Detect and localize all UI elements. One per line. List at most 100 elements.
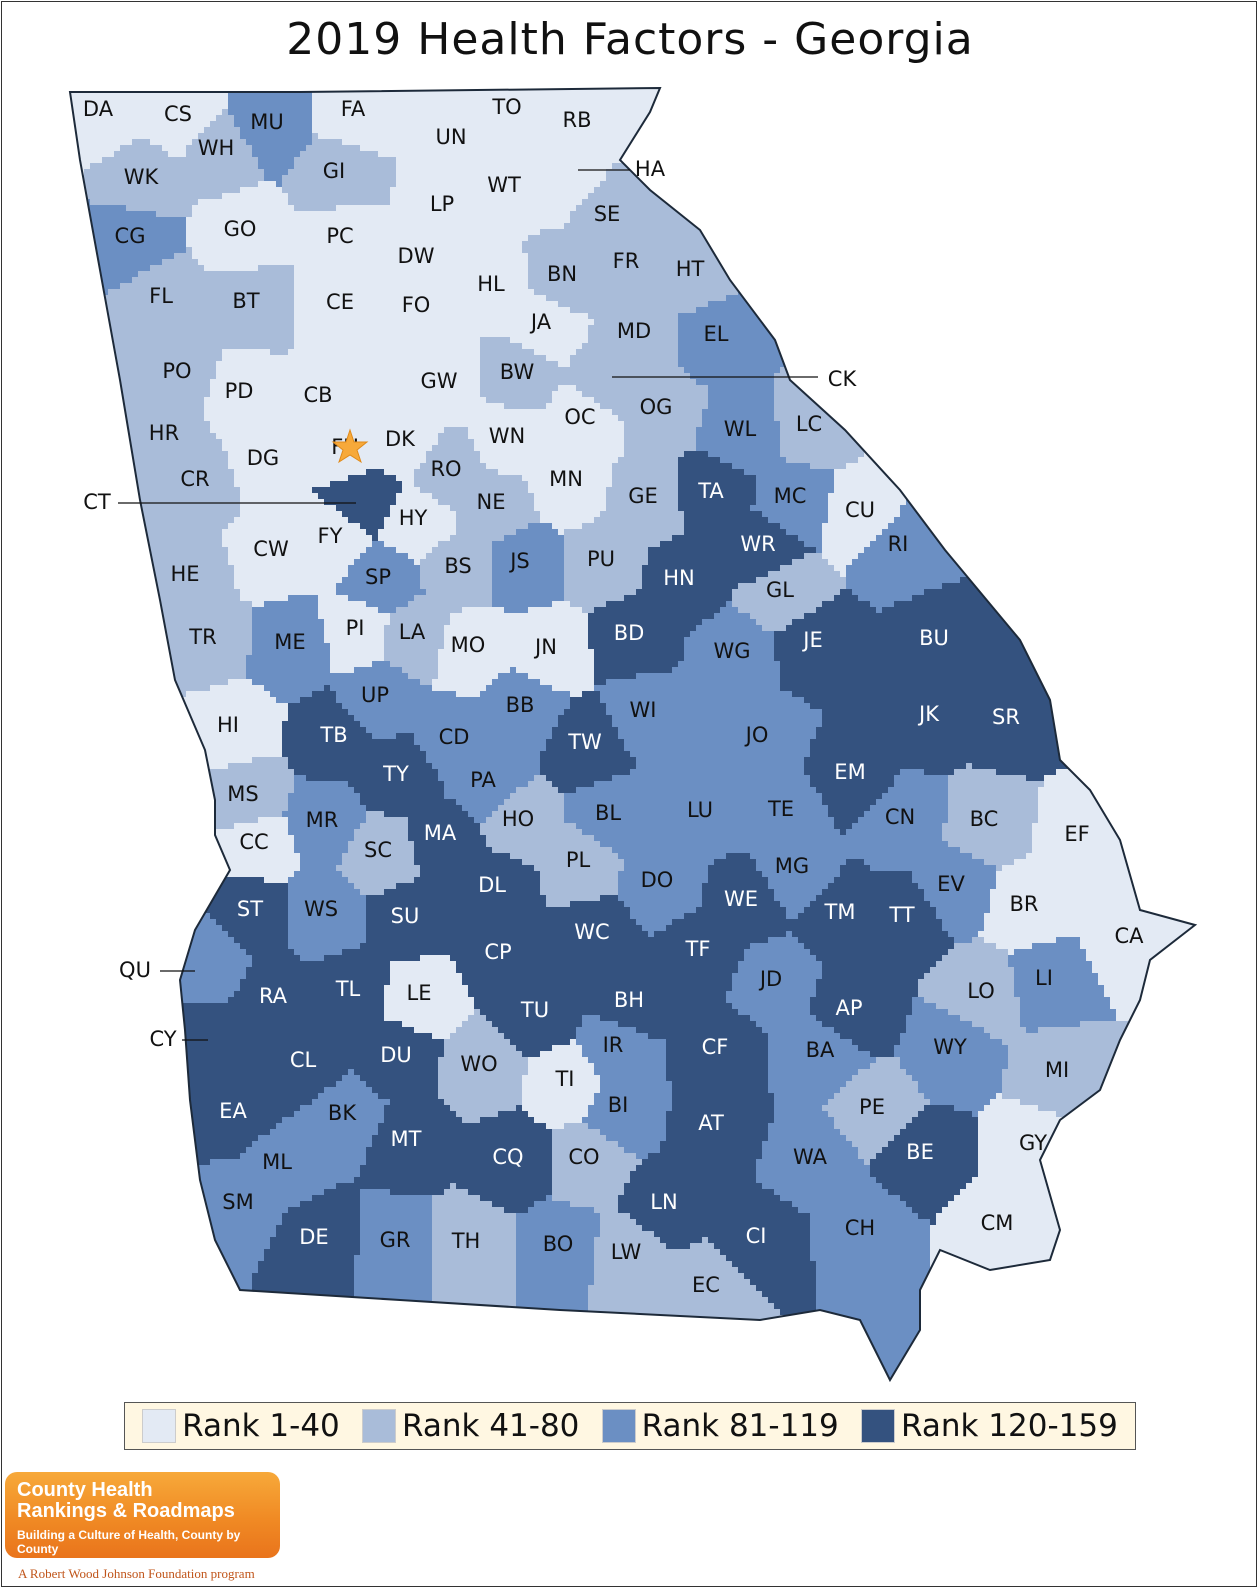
county-label-lc[interactable]: LC xyxy=(796,412,822,436)
county-label-bs[interactable]: BS xyxy=(444,554,471,578)
county-label-gw[interactable]: GW xyxy=(420,369,457,393)
county-label-fr[interactable]: FR xyxy=(613,249,640,273)
county-label-hi[interactable]: HI xyxy=(217,713,239,737)
county-label-hy[interactable]: HY xyxy=(399,506,428,530)
county-label-oc[interactable]: OC xyxy=(564,405,595,429)
county-label-me[interactable]: ME xyxy=(274,630,305,654)
county-label-th[interactable]: TH xyxy=(451,1229,481,1253)
county-label-gl[interactable]: GL xyxy=(766,578,794,602)
county-label-ri[interactable]: RI xyxy=(888,532,909,556)
county-label-un[interactable]: UN xyxy=(435,125,466,149)
county-label-po[interactable]: PO xyxy=(162,359,191,383)
county-label-pa[interactable]: PA xyxy=(470,768,496,792)
county-label-cf[interactable]: CF xyxy=(702,1035,729,1059)
county-label-da[interactable]: DA xyxy=(83,97,114,121)
county-label-bl[interactable]: BL xyxy=(595,801,621,825)
county-label-bi[interactable]: BI xyxy=(608,1093,629,1117)
county-label-la[interactable]: LA xyxy=(399,620,426,644)
county-label-jd[interactable]: JD xyxy=(758,967,782,991)
county-label-he[interactable]: HE xyxy=(170,562,199,586)
county-label-cw[interactable]: CW xyxy=(253,537,289,561)
county-label-bu[interactable]: BU xyxy=(919,626,949,650)
county-label-wh[interactable]: WH xyxy=(198,136,235,160)
county-label-lw[interactable]: LW xyxy=(611,1240,642,1264)
county-label-jk[interactable]: JK xyxy=(917,702,940,726)
county-label-tl[interactable]: TL xyxy=(335,977,361,1001)
county-label-fl[interactable]: FL xyxy=(149,284,173,308)
county-label-dw[interactable]: DW xyxy=(398,244,435,268)
county-label-pu[interactable]: PU xyxy=(587,547,615,571)
county-label-dl[interactable]: DL xyxy=(478,873,506,897)
county-label-wl[interactable]: WL xyxy=(724,417,757,441)
county-label-fa[interactable]: FA xyxy=(341,97,366,121)
county-label-go[interactable]: GO xyxy=(224,217,257,241)
county-label-bo[interactable]: BO xyxy=(543,1232,574,1256)
county-label-se[interactable]: SE xyxy=(594,202,621,226)
county-label-fo[interactable]: FO xyxy=(402,293,431,317)
county-label-tm[interactable]: TM xyxy=(824,900,856,924)
county-label-wg[interactable]: WG xyxy=(713,639,750,663)
county-label-ma[interactable]: MA xyxy=(424,821,457,845)
county-label-fy[interactable]: FY xyxy=(318,524,343,548)
county-label-ja[interactable]: JA xyxy=(529,310,552,334)
county-label-be[interactable]: BE xyxy=(906,1140,934,1164)
county-label-cu[interactable]: CU xyxy=(845,498,875,522)
county-label-ce[interactable]: CE xyxy=(326,290,354,314)
county-label-tb[interactable]: TB xyxy=(319,723,347,747)
county-label-tu[interactable]: TU xyxy=(520,998,549,1022)
county-label-hl[interactable]: HL xyxy=(477,272,505,296)
county-label-sm[interactable]: SM xyxy=(222,1190,253,1214)
county-label-le[interactable]: LE xyxy=(407,981,432,1005)
county-label-rb[interactable]: RB xyxy=(563,108,592,132)
county-label-bk[interactable]: BK xyxy=(328,1101,357,1125)
county-label-el[interactable]: EL xyxy=(704,322,729,346)
county-label-mt[interactable]: MT xyxy=(391,1127,422,1151)
county-label-cc[interactable]: CC xyxy=(239,830,268,854)
county-label-bt[interactable]: BT xyxy=(232,289,259,313)
county-label-wa[interactable]: WA xyxy=(793,1145,828,1169)
county-label-pl[interactable]: PL xyxy=(566,848,591,872)
county-label-og[interactable]: OG xyxy=(640,395,673,419)
county-label-md[interactable]: MD xyxy=(617,319,651,343)
county-label-pi[interactable]: PI xyxy=(346,616,365,640)
county-label-cy[interactable]: CY xyxy=(149,1027,176,1051)
county-label-ms[interactable]: MS xyxy=(227,782,258,806)
county-label-cq[interactable]: CQ xyxy=(492,1145,523,1169)
county-label-ty[interactable]: TY xyxy=(382,762,409,786)
county-label-ne[interactable]: NE xyxy=(477,490,506,514)
county-label-tw[interactable]: TW xyxy=(567,730,602,754)
county-label-mi[interactable]: MI xyxy=(1045,1058,1069,1082)
county-label-wr[interactable]: WR xyxy=(740,532,775,556)
county-label-ap[interactable]: AP xyxy=(835,996,862,1020)
county-label-lp[interactable]: LP xyxy=(430,192,454,216)
county-label-bn[interactable]: BN xyxy=(547,262,577,286)
county-label-su[interactable]: SU xyxy=(391,904,420,928)
county-label-cl[interactable]: CL xyxy=(290,1048,317,1072)
county-label-pe[interactable]: PE xyxy=(859,1095,885,1119)
county-label-li[interactable]: LI xyxy=(1035,966,1053,990)
county-label-ti[interactable]: TI xyxy=(554,1067,574,1091)
county-label-ef[interactable]: EF xyxy=(1064,822,1089,846)
county-label-cb[interactable]: CB xyxy=(303,383,332,407)
county-label-mu[interactable]: MU xyxy=(250,110,284,134)
county-label-ho[interactable]: HO xyxy=(502,807,534,831)
county-label-ws[interactable]: WS xyxy=(304,897,338,921)
county-label-up[interactable]: UP xyxy=(361,683,389,707)
county-label-mo[interactable]: MO xyxy=(451,633,486,657)
county-label-jn[interactable]: JN xyxy=(533,635,557,659)
county-label-mc[interactable]: MC xyxy=(774,484,807,508)
county-label-dg[interactable]: DG xyxy=(247,446,279,470)
county-label-wt[interactable]: WT xyxy=(487,173,521,197)
county-label-qu[interactable]: QU xyxy=(119,958,151,982)
county-label-ta[interactable]: TA xyxy=(697,479,724,503)
county-label-ec[interactable]: EC xyxy=(692,1273,720,1297)
county-label-cp[interactable]: CP xyxy=(484,940,511,964)
county-label-cn[interactable]: CN xyxy=(885,805,915,829)
county-label-ba[interactable]: BA xyxy=(806,1038,835,1062)
county-label-tt[interactable]: TT xyxy=(888,903,914,927)
county-label-hn[interactable]: HN xyxy=(663,566,695,590)
county-label-ir[interactable]: IR xyxy=(603,1033,624,1057)
county-label-js[interactable]: JS xyxy=(508,549,530,573)
county-label-to[interactable]: TO xyxy=(491,95,521,119)
county-label-sc[interactable]: SC xyxy=(364,838,392,862)
